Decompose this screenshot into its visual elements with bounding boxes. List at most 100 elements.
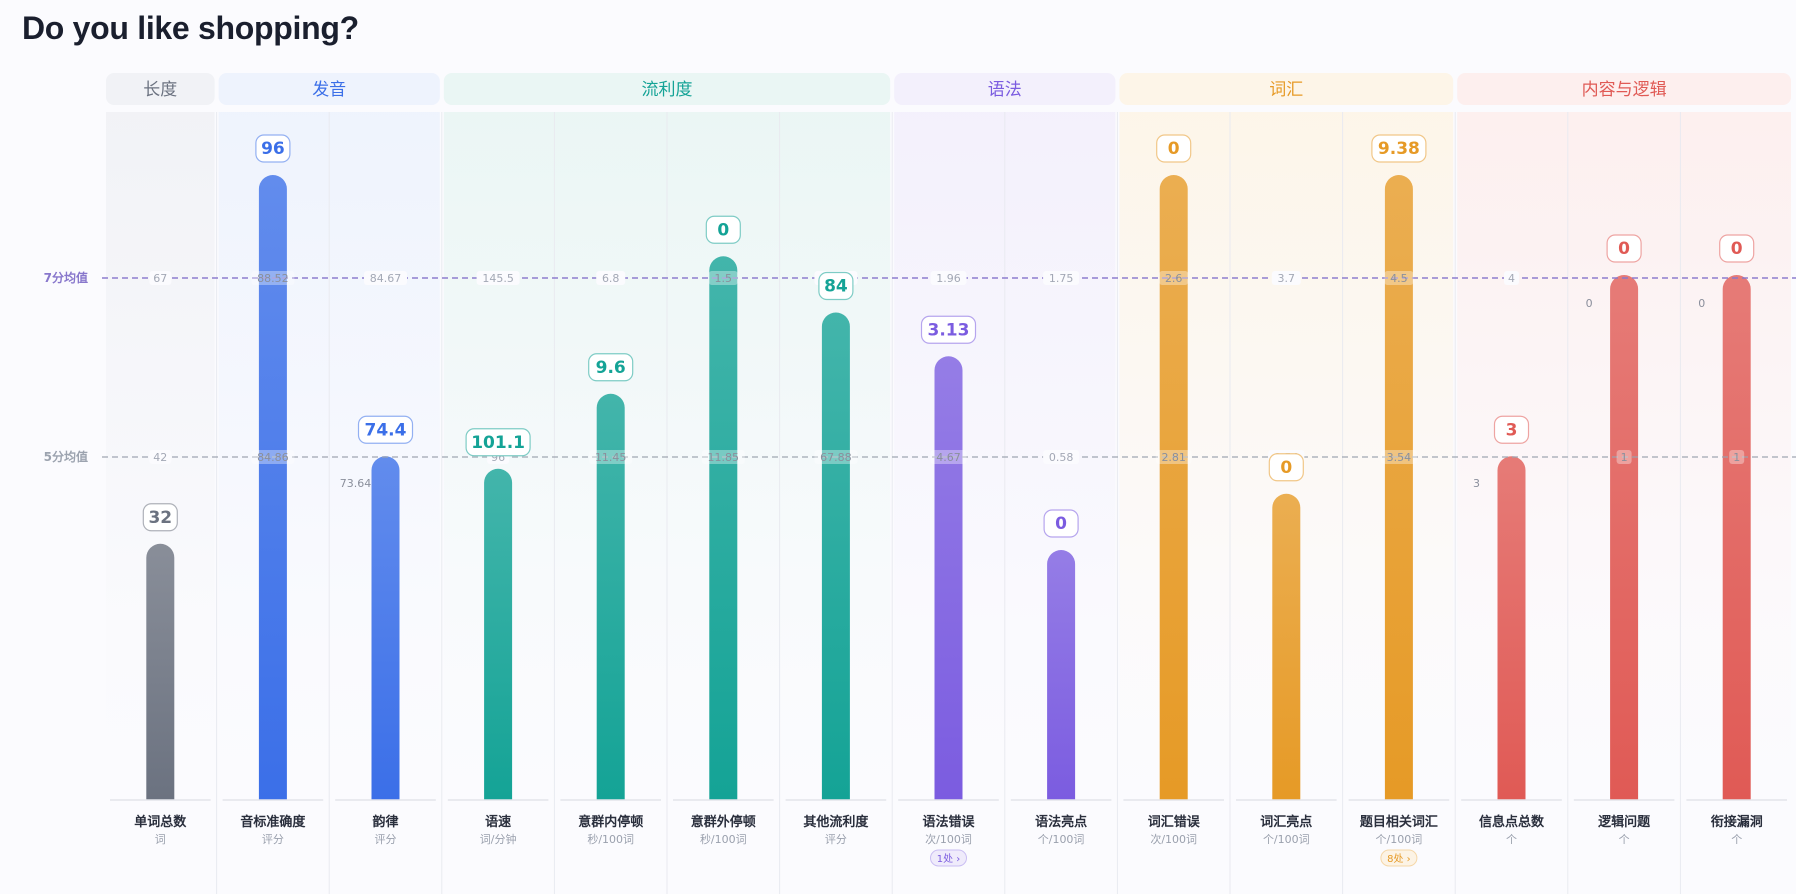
category-unit: 个 bbox=[1731, 833, 1742, 846]
value-bubble bbox=[920, 315, 977, 344]
details-badge-label: 1处 › bbox=[937, 853, 961, 865]
avg-marker: 6.8 bbox=[602, 272, 620, 285]
avg-marker: 3.7 bbox=[1278, 272, 1296, 285]
avg-marker: 3.54 bbox=[1387, 451, 1412, 464]
value-label: 3 bbox=[1506, 420, 1518, 440]
category-unit: 个 bbox=[1619, 833, 1630, 846]
bar bbox=[371, 456, 400, 800]
value-label: 101.1 bbox=[471, 433, 525, 453]
details-badge[interactable]: 1处 › bbox=[930, 849, 967, 867]
value-bubble bbox=[255, 134, 291, 163]
avg-marker-bg bbox=[1380, 450, 1417, 464]
category-label: 词汇亮点 bbox=[1260, 814, 1312, 830]
side-value-label: 73.64 bbox=[340, 477, 372, 490]
category-label: 题目相关词汇 bbox=[1360, 814, 1438, 830]
category-unit: 评分 bbox=[262, 833, 284, 846]
category-unit: 个 bbox=[1506, 833, 1517, 846]
value-bubble bbox=[1371, 134, 1427, 163]
avg-marker: 2.81 bbox=[1161, 451, 1186, 464]
side-value-label: 0 bbox=[1586, 297, 1593, 310]
value-label: 84 bbox=[824, 277, 848, 297]
category-unit: 评分 bbox=[825, 833, 847, 846]
category-label: 信息点总数 bbox=[1479, 814, 1545, 830]
avg-marker: 4 bbox=[1508, 272, 1515, 285]
category-unit: 次/100词 bbox=[925, 832, 972, 846]
category-label: 音标准确度 bbox=[240, 814, 306, 830]
details-badge-label: 8处 › bbox=[1387, 853, 1411, 865]
value-label: 0 bbox=[1618, 239, 1630, 259]
value-label: 3.13 bbox=[928, 320, 970, 340]
category-label: 语法亮点 bbox=[1035, 814, 1087, 830]
bar bbox=[1159, 175, 1188, 801]
avg-marker-bg bbox=[701, 450, 745, 464]
value-bubble bbox=[142, 503, 178, 532]
bar bbox=[1272, 493, 1301, 800]
category-unit: 秒/100词 bbox=[700, 832, 747, 846]
avg-marker-bg bbox=[930, 271, 967, 285]
category-label: 语速 bbox=[485, 814, 511, 830]
group-header-label: 语法 bbox=[988, 80, 1022, 100]
avg-marker-bg bbox=[596, 271, 626, 285]
avg-marker: 88.52 bbox=[257, 272, 289, 285]
value-label: 0 bbox=[1731, 239, 1743, 259]
bar bbox=[596, 393, 625, 800]
bar bbox=[1722, 275, 1751, 801]
category-unit: 评分 bbox=[375, 833, 397, 846]
avg-marker: 2.6 bbox=[1165, 272, 1183, 285]
value-bubble bbox=[1156, 134, 1192, 163]
avg-marker: 1 bbox=[1733, 451, 1740, 464]
value-bubble bbox=[465, 428, 531, 457]
category-label: 衔接漏洞 bbox=[1711, 814, 1763, 830]
avg-marker-bg bbox=[1155, 450, 1192, 464]
bar bbox=[934, 356, 963, 800]
category-label: 单词总数 bbox=[134, 814, 187, 830]
avg-marker-bg bbox=[1616, 450, 1632, 464]
bar bbox=[484, 468, 513, 800]
value-label: 0 bbox=[717, 220, 729, 240]
avg-marker: 1.5 bbox=[715, 272, 733, 285]
avg-marker-bg bbox=[1504, 271, 1519, 285]
value-bubble bbox=[1606, 234, 1642, 263]
bar bbox=[146, 543, 175, 800]
avg-marker: 11.45 bbox=[595, 451, 627, 464]
group-header-label: 发音 bbox=[312, 80, 346, 100]
avg-marker: 4.67 bbox=[936, 451, 961, 464]
bar bbox=[1610, 275, 1639, 801]
group-header-bg bbox=[218, 73, 440, 105]
group-header-label: 词汇 bbox=[1269, 80, 1303, 100]
avg-marker-bg bbox=[476, 271, 520, 285]
reference-line-label: 7分均值 bbox=[44, 270, 88, 285]
avg-marker-bg bbox=[149, 450, 172, 464]
group-header-bg bbox=[894, 73, 1116, 105]
avg-marker-bg bbox=[1384, 271, 1414, 285]
avg-marker: 42 bbox=[153, 451, 167, 464]
avg-marker-bg bbox=[708, 271, 738, 285]
category-label: 韵律 bbox=[372, 814, 398, 830]
avg-marker-bg bbox=[1729, 450, 1745, 464]
group-header-bg bbox=[443, 73, 891, 105]
avg-marker: 0.58 bbox=[1049, 451, 1074, 464]
details-badge-bg[interactable] bbox=[1380, 849, 1418, 867]
value-bubble bbox=[818, 271, 854, 301]
page-title: Do you like shopping? bbox=[22, 10, 359, 46]
category-label: 其他流利度 bbox=[803, 814, 869, 830]
group-header-bg bbox=[1119, 73, 1454, 105]
bar bbox=[709, 256, 738, 800]
avg-marker: 11.85 bbox=[708, 451, 740, 464]
category-unit: 个/100词 bbox=[1376, 833, 1423, 846]
details-badge-bg[interactable] bbox=[930, 849, 967, 867]
value-bubble bbox=[588, 353, 634, 382]
avg-marker-bg bbox=[589, 450, 633, 464]
avg-marker: 84.67 bbox=[370, 272, 402, 285]
value-label: 9.6 bbox=[596, 358, 626, 378]
value-label: 0 bbox=[1168, 139, 1180, 159]
avg-marker-bg bbox=[251, 450, 295, 464]
avg-marker-bg bbox=[1159, 271, 1189, 285]
details-badge[interactable]: 8处 › bbox=[1380, 849, 1418, 867]
avg-marker-bg bbox=[930, 450, 967, 464]
avg-marker: 84.86 bbox=[257, 451, 289, 464]
category-label: 意群外停顿 bbox=[691, 814, 756, 830]
category-unit: 个/100词 bbox=[1263, 833, 1310, 846]
avg-marker-bg bbox=[814, 450, 858, 464]
category-label: 意群内停顿 bbox=[578, 814, 643, 830]
